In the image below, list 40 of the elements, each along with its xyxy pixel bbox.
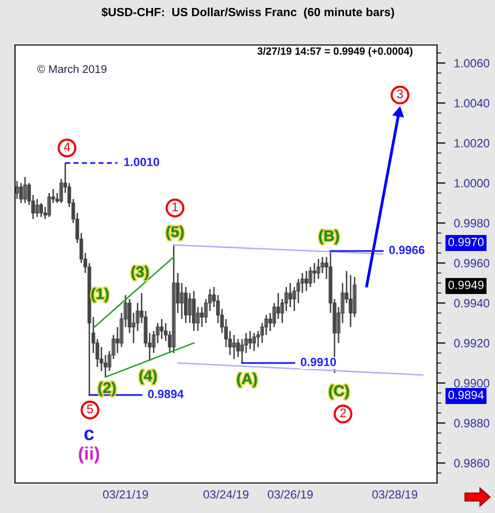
annotation: c: [84, 430, 94, 440]
y-tick-label: 0.9900: [454, 379, 490, 388]
annotation: (3): [131, 266, 149, 280]
text: 0.9894: [448, 390, 484, 400]
annotation: 1: [172, 202, 178, 212]
y-tick-label: 0.9920: [454, 339, 490, 348]
y-tick-label: 1.0040: [454, 99, 490, 108]
annotation: 2: [340, 408, 346, 418]
annotation: 3: [397, 90, 403, 98]
ref-line-label: 0.9966: [389, 246, 424, 254]
y-tick-label: 0.9940: [454, 299, 490, 308]
annotation: (A): [237, 372, 257, 388]
text: 0.9949: [448, 280, 484, 290]
ref-line-label: 1.0010: [124, 158, 160, 166]
ref-line-label: 0.9910: [300, 358, 336, 366]
x-tick-label: 03/28/19: [372, 490, 418, 499]
annotation: (1): [91, 288, 109, 302]
annotation: (ii): [78, 446, 100, 464]
ref-line-label: 0.9894: [148, 390, 184, 398]
y-tick-label: 1.0020: [454, 139, 490, 148]
chart-subtitle: 3/27/19 14:57 = 0.9949 (+0.0004): [257, 47, 412, 57]
x-tick-label: 03/21/19: [103, 490, 148, 499]
annotation: 5: [87, 404, 93, 414]
y-tick-label: 0.9980: [454, 219, 490, 228]
annotation: © March 2019: [37, 64, 106, 73]
y-tick-label: 0.9960: [454, 259, 490, 268]
y-tick-label: 1.0000: [454, 179, 490, 188]
annotation: (B): [319, 230, 339, 244]
y-tick-label: 1.0060: [454, 59, 490, 68]
y-tick-label: 0.9880: [454, 419, 490, 428]
annotation: (4): [139, 370, 157, 384]
chart-title: $USD-CHF: US Dollar/Swiss Franc (60 minute bars): [102, 7, 394, 19]
x-tick-label: 03/24/19: [203, 490, 248, 499]
y-tick-label: 0.9860: [454, 459, 490, 468]
text: 0.9970: [448, 238, 484, 246]
annotation: (2): [98, 382, 116, 396]
x-tick-label: 03/26/19: [268, 490, 313, 499]
annotation: (C): [329, 384, 349, 400]
annotation: (5): [166, 226, 184, 240]
annotation: 4: [64, 142, 70, 152]
